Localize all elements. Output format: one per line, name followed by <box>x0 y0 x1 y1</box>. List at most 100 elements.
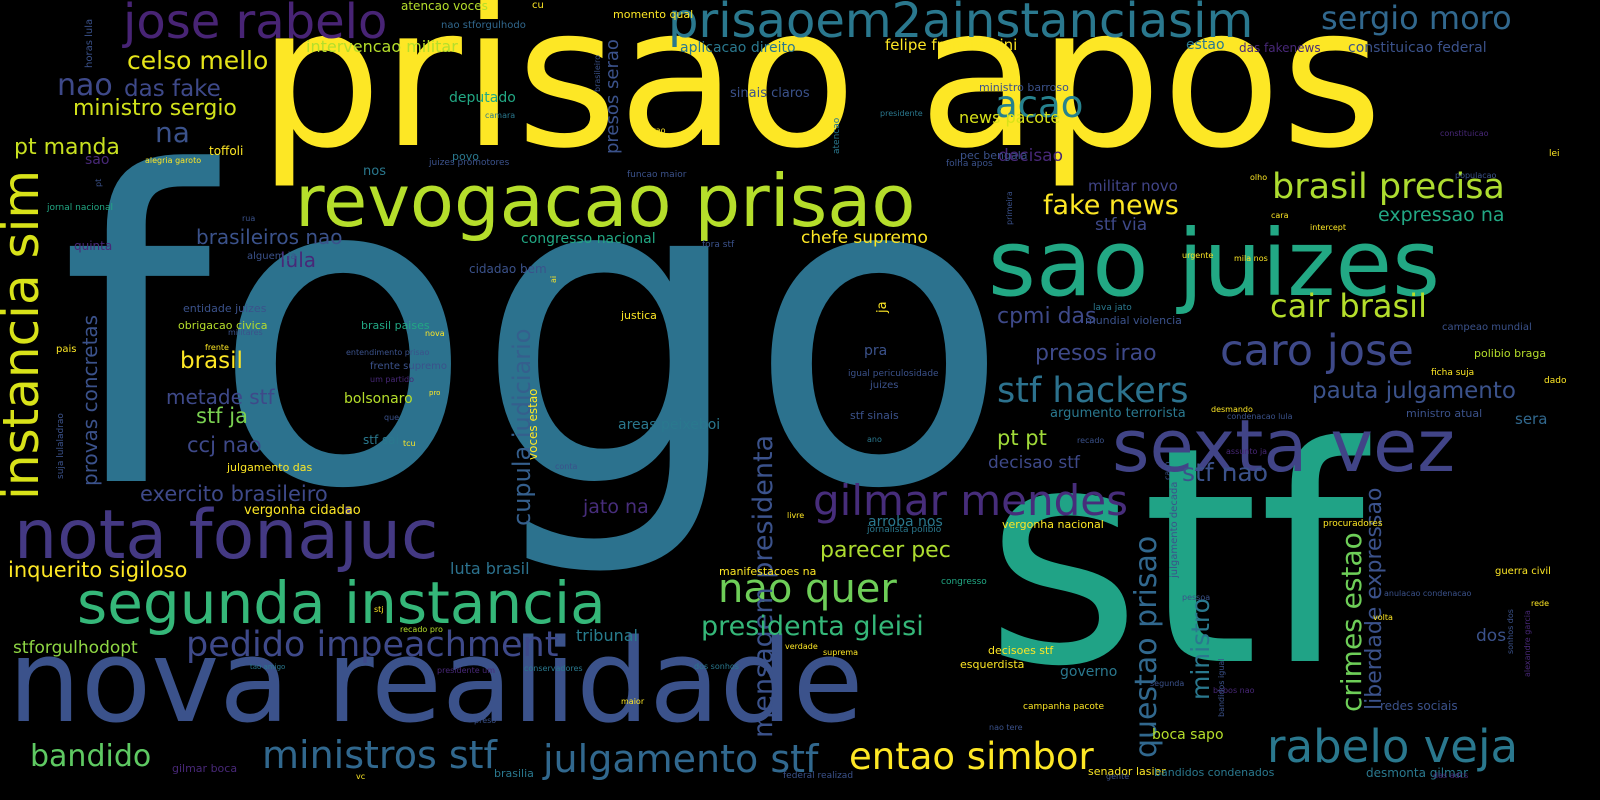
word-anulacao-condenacao: anulacao condenacao <box>1384 589 1472 598</box>
word-arroba-nos: arroba nos <box>868 514 943 530</box>
word-quinta: quinta <box>74 239 113 253</box>
word-ja: ja <box>875 301 890 313</box>
word-dado: dado <box>1544 376 1567 386</box>
word-mundial-violencia: mundial violencia <box>1085 314 1182 327</box>
word-presidente: presidente <box>880 109 923 118</box>
word-federal-realizad: federal realizad <box>783 771 854 781</box>
word-condenacao-lula: condenacao lula <box>1227 412 1293 421</box>
word-atencao: atencao <box>832 117 842 154</box>
word-momento-qual: momento qual <box>613 8 694 21</box>
word-vergonha-nacional: vergonha nacional <box>1002 518 1104 531</box>
word-gente: gente <box>1106 772 1130 781</box>
word-nova: nova <box>425 329 445 338</box>
word-tcu: tcu <box>403 439 416 448</box>
word-rua: rua <box>242 214 256 223</box>
word-verdade: verdade <box>785 642 818 651</box>
word-caso: caso <box>1163 461 1172 480</box>
word-funcao-maior: funcao maior <box>627 170 687 180</box>
word-bolsonaro: bolsonaro <box>344 391 413 407</box>
word-boca-sapo: boca sapo <box>1152 727 1224 743</box>
word-suprema: suprema <box>823 648 859 657</box>
word-ministro: ministro <box>1186 598 1215 700</box>
word-lava-jato: lava jato <box>1093 303 1132 313</box>
word-cu: cu <box>532 0 544 11</box>
word-frente-supremo: frente supremo <box>370 361 447 372</box>
word-estao: estao <box>1186 37 1225 53</box>
word-sexta-vez: sexta vez <box>1112 404 1456 488</box>
word-vergonha-cidadao: vergonha cidadao <box>244 503 361 518</box>
word-pt-manda: pt manda <box>14 135 120 160</box>
word-rabelo-veja: rabelo veja <box>1267 720 1519 773</box>
word-mensagem-presidenta: mensagem presidenta <box>748 434 779 738</box>
word-pedido-impeachment: pedido impeachment <box>186 625 559 665</box>
word-decisoes-stf: decisoes stf <box>988 644 1054 657</box>
word-luta-brasil: luta brasil <box>450 559 530 578</box>
word-bandido: bandido <box>30 739 152 774</box>
word-maior: maior <box>621 697 645 706</box>
word-dos-sonhos: dos sonhos <box>694 662 739 671</box>
word-questao-prisao: questao prisao <box>1129 535 1164 758</box>
word-nova-realidade: nova realidade <box>8 615 864 749</box>
word-fake-news: fake news <box>1043 190 1179 221</box>
word-brasil-paises: brasil paises <box>361 319 430 332</box>
word-exercito-brasileiro: exercito brasileiro <box>140 482 328 506</box>
word-cair-brasil: cair brasil <box>1270 287 1427 325</box>
word-juizes: juizes <box>870 380 899 391</box>
word-expressao-na: expressao na <box>1378 204 1505 226</box>
word-bobos-nao: bobos nao <box>1213 686 1255 695</box>
word-cpmi-das: cpmi das <box>997 304 1097 329</box>
word-presos-serao: presos serao <box>602 39 623 154</box>
word-rede: rede <box>1531 599 1550 608</box>
word-conservadores: conservadores <box>524 664 583 673</box>
word-pessoa: pessoa <box>1182 593 1211 602</box>
word-stforgulhodopt: stforgulhodopt <box>13 638 138 658</box>
word-nao-stforgulhodo: nao stforgulhodo <box>441 20 526 31</box>
word-stf-sinais: stf sinais <box>850 409 899 422</box>
word-segunda-instancia: segunda instancia <box>77 569 606 637</box>
word-congresso-nacional: congresso nacional <box>521 231 656 247</box>
word-segunda: segunda <box>1150 679 1185 688</box>
word-argumento-terrorista: argumento terrorista <box>1050 406 1186 421</box>
word-tao-amigo: tao amigo <box>250 663 286 671</box>
word-stf-hackers: stf hackers <box>997 371 1189 411</box>
word-recado: recado <box>1077 436 1105 445</box>
word-sonhos-dos: sonhos dos <box>1506 609 1515 654</box>
word-alegria-garoto: alegria garoto <box>145 156 202 165</box>
word-camara: camara <box>485 111 516 120</box>
word-olho: olho <box>1250 173 1268 182</box>
word-sao: sao <box>85 152 110 168</box>
word-nao-tere: nao tere <box>989 723 1023 732</box>
word-julgamento-das: julgamento das <box>227 461 313 474</box>
word-pra: pra <box>864 343 888 359</box>
word-sao-juizes: sao juizes <box>988 210 1441 317</box>
word-povo: povo <box>452 150 479 163</box>
word-procuradores: procuradores <box>1323 519 1383 529</box>
word-julgamento-decada: julgamento decada <box>1169 481 1180 578</box>
word-pec-bengala: pec bengala <box>960 149 1028 162</box>
word-pt: pt <box>94 178 103 187</box>
word-constituicao-federal: constituicao federal <box>1348 40 1487 56</box>
word-julgamento-stf: julgamento stf <box>543 737 819 781</box>
word-pt-pt: pt pt <box>997 426 1047 450</box>
word-manifestacoes-na: manifestacoes na <box>719 565 817 578</box>
word-presidente-um: presidente um <box>437 666 496 675</box>
word-nao-quer: nao quer <box>718 566 897 612</box>
word-assunto-ja: assunto ja <box>1226 447 1268 456</box>
word-ministro-sergio: ministro sergio <box>73 96 237 121</box>
word-nota-fonajuc: nota fonajuc <box>14 496 439 575</box>
word-das-adcs: das adcs <box>1433 771 1469 780</box>
word-juizes-promotores: juizes promotores <box>429 158 510 168</box>
word-nos: nos <box>363 164 386 179</box>
word-voces-estao: voces estao <box>526 388 540 460</box>
word-cara: cara <box>1271 211 1289 220</box>
word-decisao: decisao <box>998 146 1063 166</box>
word-felipe-francischini: felipe francischini <box>885 36 1018 54</box>
word-sergio-moro: sergio moro <box>1321 0 1512 37</box>
word-das-fake: das fake <box>124 76 221 102</box>
word-constituicao: constituicao <box>1440 129 1489 138</box>
word-lei: lei <box>1549 149 1560 159</box>
word-prisaoem2ainstanciasim: prisaoem2ainstanciasim <box>668 0 1254 49</box>
word-congresso: congresso <box>941 577 987 587</box>
word-frente: frente <box>205 343 229 352</box>
word-fora-stf: fora stf <box>702 240 735 250</box>
